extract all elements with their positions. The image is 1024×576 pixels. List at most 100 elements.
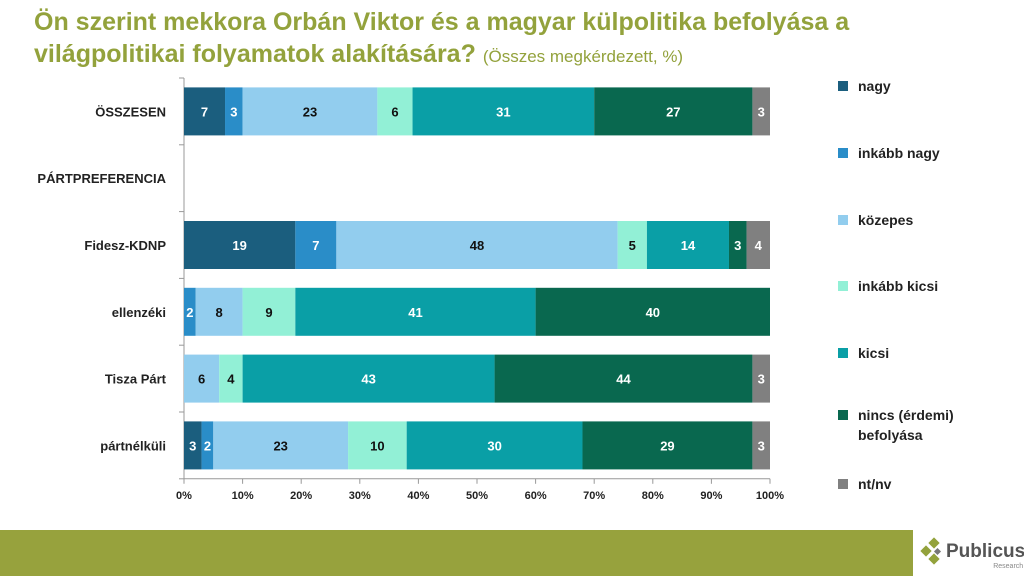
x-tick-label: 70% bbox=[583, 490, 605, 502]
data-label: 44 bbox=[616, 372, 631, 387]
data-label: 6 bbox=[198, 372, 205, 387]
bar-segment bbox=[295, 221, 337, 269]
data-label: 23 bbox=[273, 438, 287, 453]
legend-item: inkább kicsi bbox=[838, 276, 978, 296]
legend-swatch bbox=[838, 348, 848, 358]
data-label: 19 bbox=[232, 238, 246, 253]
x-tick-label: 40% bbox=[407, 490, 429, 502]
legend-item: nincs (érdemi) befolyása bbox=[838, 405, 978, 445]
legend-label: közepes bbox=[858, 212, 914, 228]
bar-segment bbox=[594, 87, 753, 136]
logo-icon bbox=[920, 537, 942, 565]
bar-segment bbox=[201, 421, 214, 470]
data-label: 5 bbox=[629, 238, 636, 253]
data-label: 2 bbox=[204, 438, 211, 453]
bar-segment bbox=[752, 354, 770, 403]
data-label: 31 bbox=[496, 104, 510, 119]
data-label: 41 bbox=[408, 305, 422, 320]
data-label: 4 bbox=[227, 372, 235, 387]
x-tick-label: 0% bbox=[176, 490, 192, 502]
data-label: 9 bbox=[265, 305, 272, 320]
footer-band bbox=[0, 530, 913, 576]
legend-item: inkább nagy bbox=[838, 143, 978, 163]
bar-segment bbox=[184, 287, 196, 336]
data-label: 40 bbox=[646, 305, 660, 320]
legend-swatch bbox=[838, 410, 848, 420]
legend-swatch bbox=[838, 81, 848, 91]
legend-label: nt/nv bbox=[858, 476, 892, 492]
title-main: Ön szerint mekkora Orbán Viktor és a mag… bbox=[34, 8, 850, 68]
bar-segment bbox=[617, 221, 647, 269]
category-label: ÖSSZESEN bbox=[95, 104, 166, 119]
data-label: 3 bbox=[758, 104, 765, 119]
data-label: 27 bbox=[666, 104, 680, 119]
bar-segment bbox=[728, 221, 747, 269]
data-label: 23 bbox=[303, 104, 317, 119]
x-tick-label: 10% bbox=[232, 490, 254, 502]
bar-segment bbox=[494, 354, 753, 403]
bar-segment bbox=[242, 287, 296, 336]
x-tick-label: 60% bbox=[525, 490, 547, 502]
bar-segment bbox=[752, 87, 770, 136]
bar-segment bbox=[219, 354, 243, 403]
publicus-logo: Publicus Research bbox=[918, 537, 1024, 570]
legend-label: kicsi bbox=[858, 345, 890, 361]
data-label: 4 bbox=[755, 238, 763, 253]
bar-segment bbox=[242, 354, 495, 403]
x-tick-label: 90% bbox=[700, 490, 722, 502]
bar-segment bbox=[295, 287, 536, 336]
bar-segment bbox=[213, 421, 349, 470]
bar-segment bbox=[195, 287, 243, 336]
data-label: 48 bbox=[470, 238, 484, 253]
legend-label: nincs (érdemi) befolyása bbox=[858, 407, 954, 443]
bar-segment bbox=[348, 421, 407, 470]
data-label: 3 bbox=[734, 238, 741, 253]
bar-segment bbox=[225, 87, 243, 136]
bar-segment bbox=[412, 87, 595, 136]
logo-name: Publicus bbox=[946, 541, 1024, 562]
data-label: 6 bbox=[391, 104, 398, 119]
x-tick-label: 50% bbox=[466, 490, 488, 502]
legend-item: nt/nv bbox=[838, 474, 978, 494]
data-label: 14 bbox=[681, 238, 696, 253]
legend-label: nagy bbox=[858, 78, 891, 94]
bar-segment bbox=[377, 87, 413, 136]
x-tick-label: 30% bbox=[349, 490, 371, 502]
bar-segment bbox=[184, 221, 296, 269]
data-label: 3 bbox=[758, 372, 765, 387]
legend-swatch bbox=[838, 148, 848, 158]
legend-swatch bbox=[838, 215, 848, 225]
x-tick-label: 100% bbox=[756, 490, 784, 502]
category-label: ellenzéki bbox=[112, 305, 166, 320]
category-label: Tisza Párt bbox=[105, 372, 167, 387]
legend-swatch bbox=[838, 479, 848, 489]
data-label: 30 bbox=[487, 438, 501, 453]
bar-segment bbox=[336, 221, 618, 269]
data-label: 10 bbox=[370, 438, 384, 453]
legend-label: inkább kicsi bbox=[858, 278, 939, 294]
data-label: 3 bbox=[758, 438, 765, 453]
bar-segment bbox=[184, 354, 220, 403]
legend-label: inkább nagy bbox=[858, 145, 940, 161]
bar-segment bbox=[242, 87, 378, 136]
legend-swatch bbox=[838, 281, 848, 291]
data-label: 29 bbox=[660, 438, 674, 453]
bar-segment bbox=[646, 221, 729, 269]
category-label: Fidesz-KDNP bbox=[84, 238, 166, 253]
bar-segment bbox=[406, 421, 583, 470]
data-label: 2 bbox=[186, 305, 193, 320]
data-label: 3 bbox=[230, 104, 237, 119]
data-label: 7 bbox=[201, 104, 208, 119]
chart-title: Ön szerint mekkora Orbán Viktor és a mag… bbox=[34, 6, 994, 73]
legend-item: nagy bbox=[838, 76, 978, 96]
stacked-bar-chart: 0% 10% 20% 30% 40% 50% 60% 70% 80% 90% 100% ÖSSZESE… bbox=[37, 77, 784, 502]
data-label: 3 bbox=[189, 438, 196, 453]
x-tick-label: 20% bbox=[290, 490, 312, 502]
bar-segment bbox=[184, 87, 226, 136]
category-label: PÁRTPREFERENCIA bbox=[37, 171, 166, 186]
bar-segment bbox=[184, 421, 202, 470]
bar-segment bbox=[582, 421, 753, 470]
data-label: 43 bbox=[361, 372, 375, 387]
data-label: 7 bbox=[312, 238, 319, 253]
data-label: 8 bbox=[216, 305, 223, 320]
